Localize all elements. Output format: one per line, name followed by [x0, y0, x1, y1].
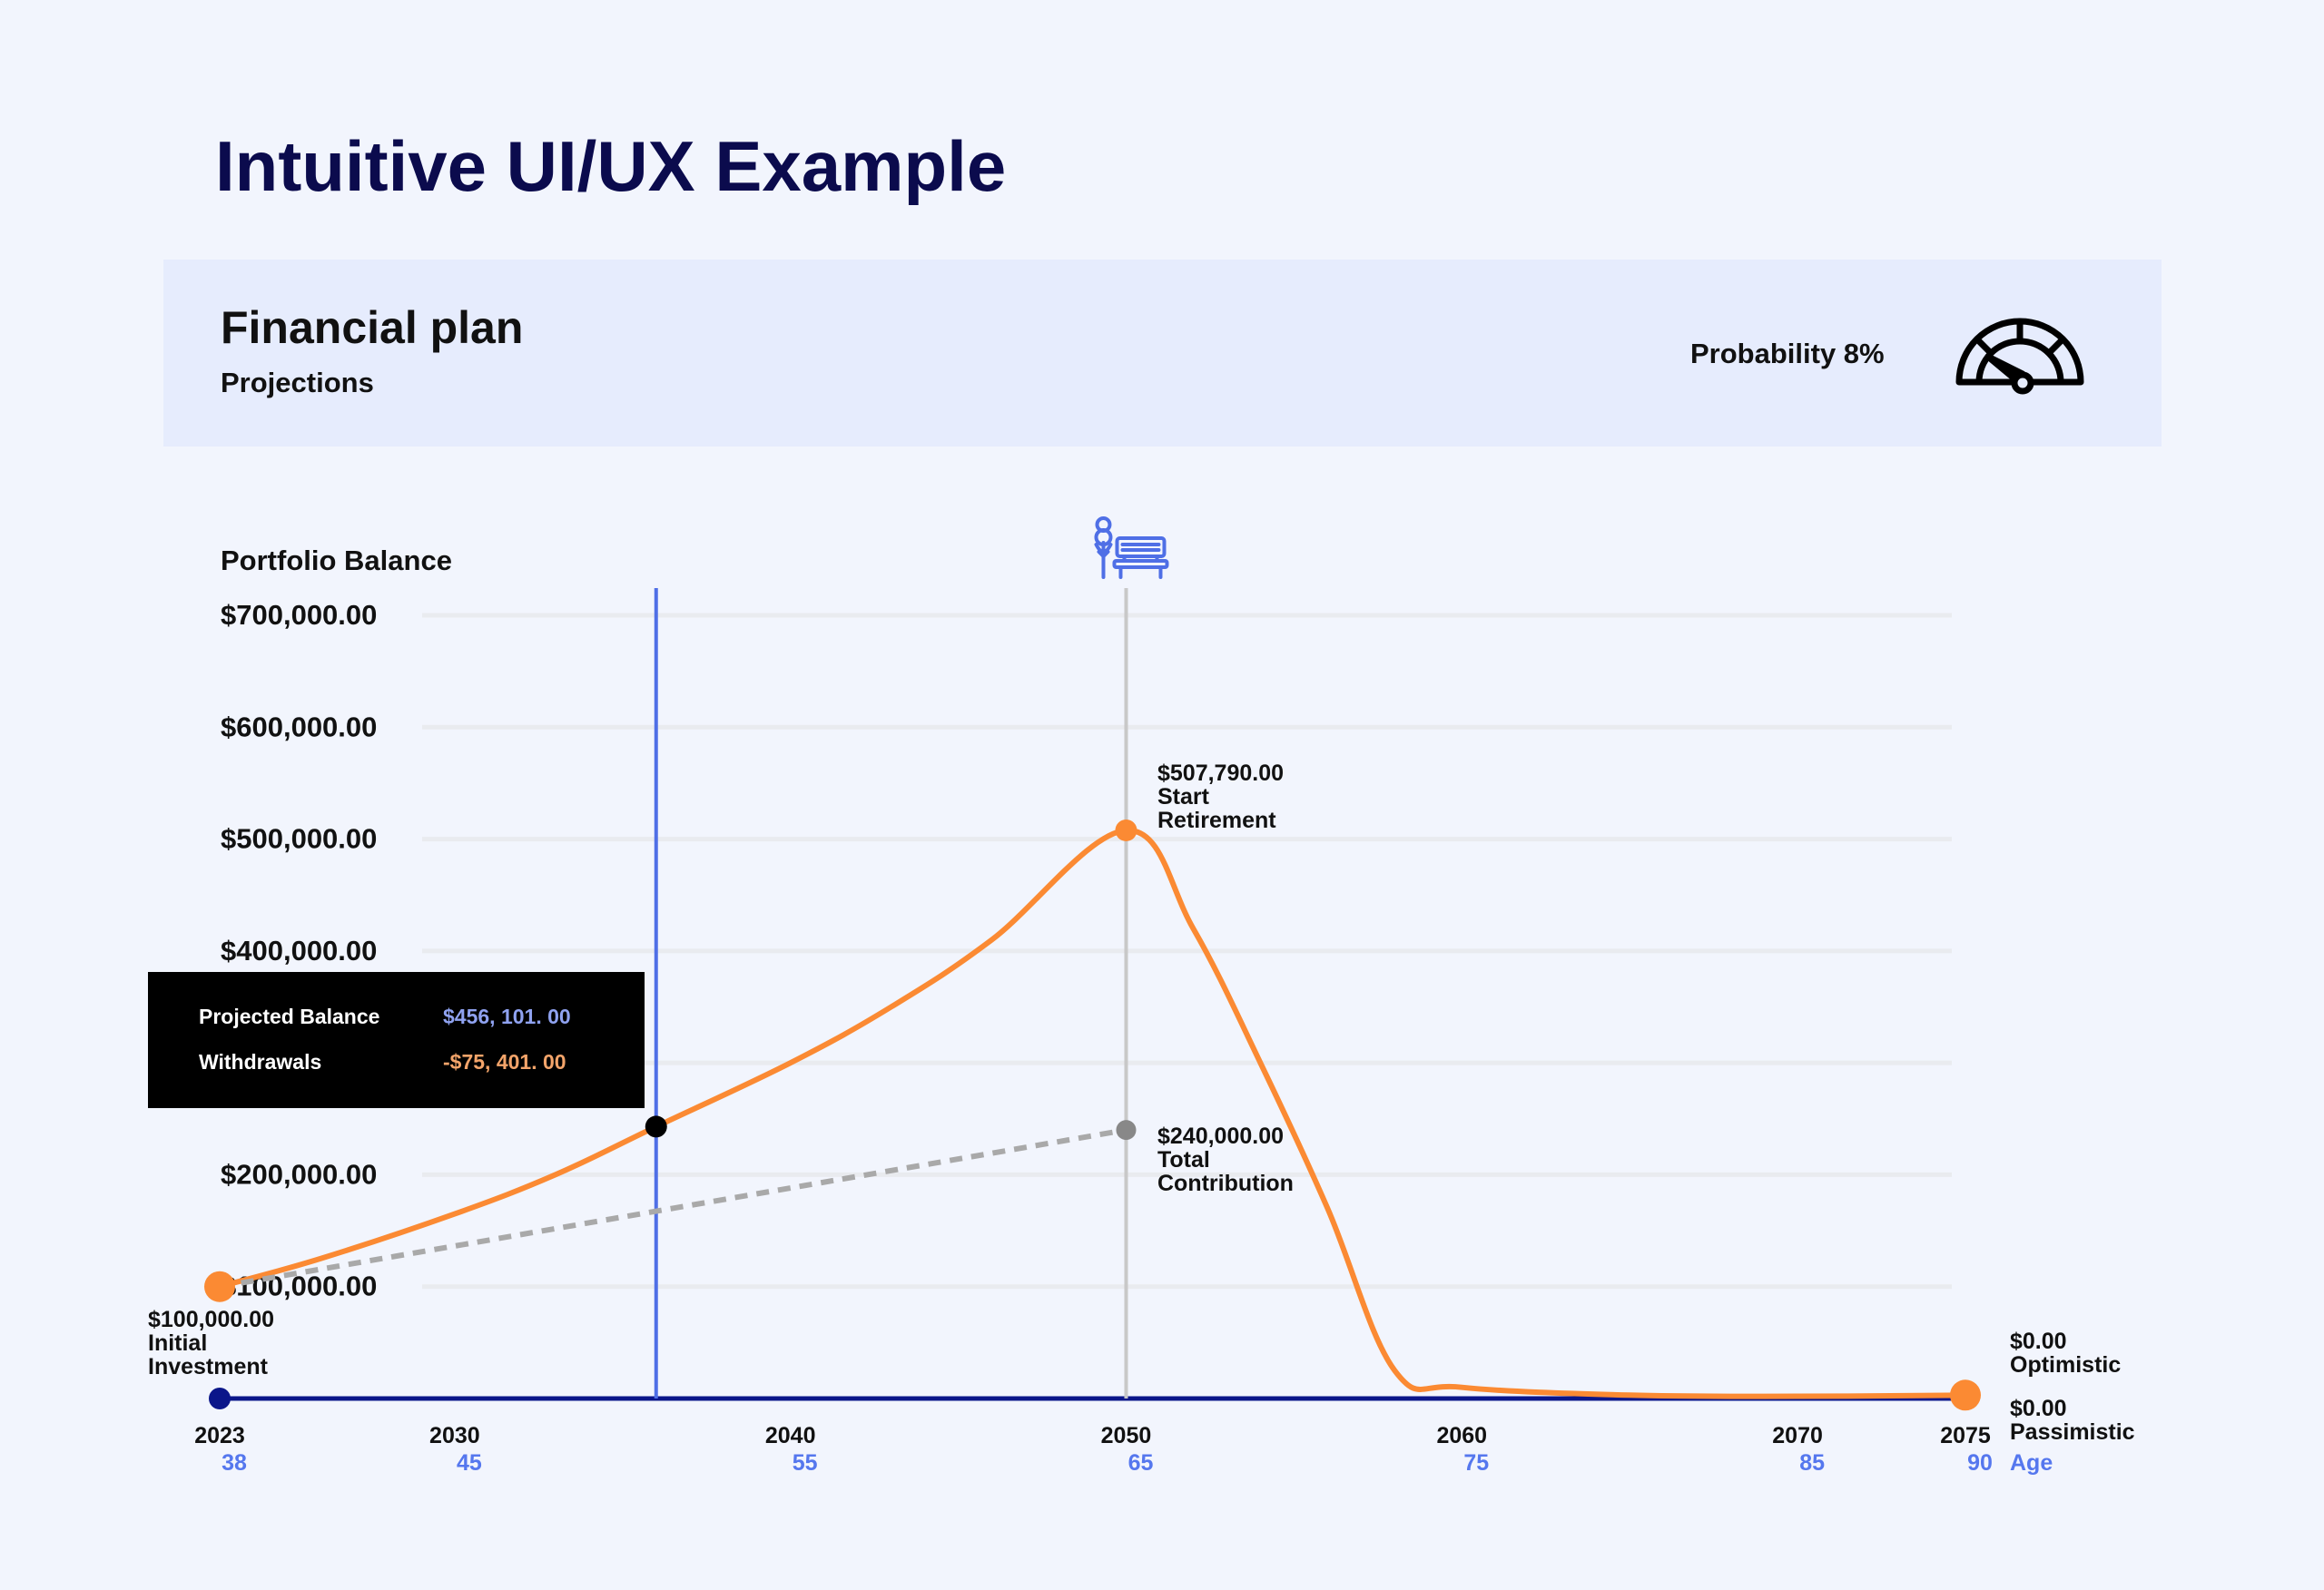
- age-tick-label: 90: [1967, 1450, 1993, 1476]
- age-tick-label: 45: [457, 1450, 482, 1476]
- x-tick-label: 2075: [1940, 1423, 1991, 1448]
- annotation-label: Passimistic: [2010, 1419, 2135, 1445]
- y-tick-label: $400,000.00: [221, 935, 377, 967]
- y-axis-title: Portfolio Balance: [221, 545, 452, 576]
- tooltip-value-withdrawals: -$75, 401. 00: [443, 1050, 566, 1074]
- retirement-bench-icon: [1094, 516, 1169, 579]
- age-tick-label: 65: [1128, 1450, 1154, 1476]
- end-point: [1950, 1379, 1981, 1411]
- contribution-series-line: [219, 1127, 1127, 1290]
- tooltip-label-withdrawals: Withdrawals: [199, 1050, 322, 1074]
- x-tick-label: 2040: [765, 1423, 816, 1448]
- annotation-label: $507,790.00: [1157, 761, 1284, 786]
- y-tick-label: $600,000.00: [221, 711, 377, 742]
- plan-subtitle: Projections: [221, 367, 374, 398]
- annotation-label: Start: [1157, 784, 1210, 810]
- annotation-label: $100,000.00: [148, 1307, 274, 1332]
- x-tick-label: 2023: [194, 1423, 245, 1448]
- y-tick-label: $700,000.00: [221, 599, 377, 631]
- retirement-start-point: [1115, 819, 1137, 841]
- financial-plan-header: Financial plan Projections Probability 8…: [163, 260, 2162, 447]
- hover-point: [645, 1115, 667, 1138]
- total-contribution-point: [1116, 1120, 1137, 1141]
- tooltip-label-balance: Projected Balance: [199, 1005, 380, 1028]
- age-tick-label: 55: [793, 1450, 818, 1476]
- annotation-label: Total: [1157, 1147, 1210, 1173]
- annotation-label: Optimistic: [2010, 1352, 2121, 1378]
- age-tick-label: 85: [1799, 1450, 1825, 1476]
- initial-investment-point: [204, 1271, 235, 1302]
- gauge-icon: [1955, 318, 2084, 395]
- annotation-label: $0.00: [2010, 1329, 2067, 1354]
- age-tick-label: 38: [222, 1450, 247, 1476]
- x-tick-label: 2060: [1436, 1423, 1487, 1448]
- y-tick-label: $200,000.00: [221, 1158, 377, 1190]
- x-tick-label: 2030: [429, 1423, 480, 1448]
- probability-label: Probability 8%: [1690, 338, 1885, 369]
- x-tick-label: 2070: [1772, 1423, 1823, 1448]
- annotation-label: Retirement: [1157, 808, 1276, 833]
- plan-title: Financial plan: [221, 302, 524, 353]
- annotation-label: Initial: [148, 1330, 207, 1356]
- age-axis-label: Age: [2010, 1450, 2053, 1476]
- axis-origin-dot: [209, 1388, 231, 1409]
- y-tick-label: $500,000.00: [221, 823, 377, 855]
- annotation-label: Investment: [148, 1354, 269, 1379]
- page-title: Intuitive UI/UX Example: [215, 126, 1007, 206]
- y-tick-label: $100,000.00: [221, 1271, 377, 1302]
- tooltip-value-balance: $456, 101. 00: [443, 1005, 571, 1028]
- annotation-label: $0.00: [2010, 1396, 2067, 1421]
- annotation-label: Contribution: [1157, 1171, 1294, 1196]
- hover-tooltip: Projected Balance $456, 101. 00 Withdraw…: [148, 972, 645, 1108]
- annotation-label: $240,000.00: [1157, 1124, 1284, 1149]
- age-tick-label: 75: [1463, 1450, 1489, 1476]
- x-tick-label: 2050: [1101, 1423, 1152, 1448]
- projection-series-line: [219, 827, 1966, 1399]
